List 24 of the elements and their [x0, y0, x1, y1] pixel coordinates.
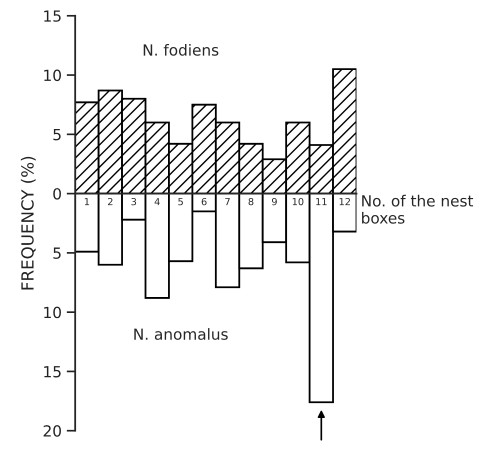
y-tick-label: 0: [53, 188, 61, 200]
y-tick-label: 5: [53, 248, 61, 259]
x-axis-title: No. of the nest boxes: [362, 194, 474, 224]
text: N. anomalus: [134, 328, 228, 340]
y-tick-label: 10: [44, 306, 61, 318]
y-tick-label: 15: [44, 10, 61, 22]
x-tick-label: 2: [108, 198, 112, 206]
x-tick-label: 6: [202, 198, 207, 206]
y-tick-label: 20: [44, 425, 61, 437]
x-tick-label: 4: [154, 198, 160, 206]
y-tick-label: 10: [44, 70, 61, 82]
x-tick-label: 1: [84, 198, 90, 206]
x-tick-label: 9: [272, 198, 277, 206]
x-tick-label: 3: [131, 198, 136, 206]
x-tick-label: 8: [248, 198, 254, 206]
x-tick-label: 12: [340, 198, 350, 206]
y-tick-label: 5: [53, 129, 61, 140]
x-tick-label: 10: [292, 198, 304, 206]
x-tick-label: 7: [225, 198, 230, 206]
text: N. fodiens: [144, 44, 218, 56]
x-tick-label: 11: [316, 198, 327, 206]
x-tick-label: 5: [178, 198, 183, 206]
y-axis-title: FREQUENCY (%): [20, 156, 36, 290]
y-tick-label: 15: [44, 366, 61, 378]
